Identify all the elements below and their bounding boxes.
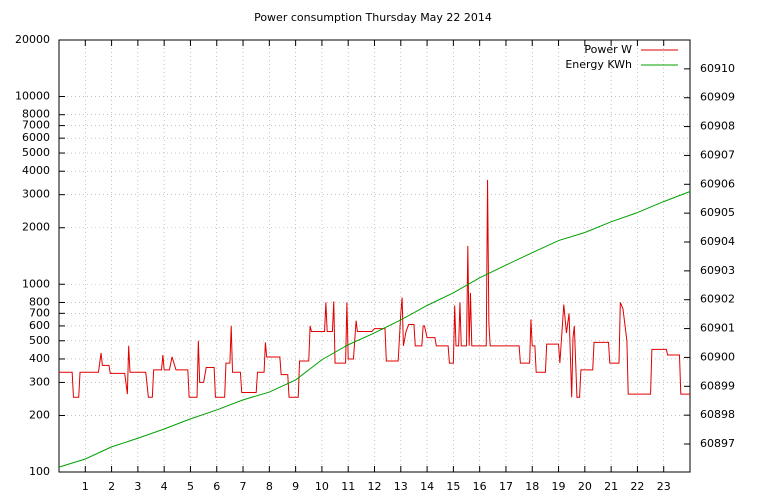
x-tick-label: 20 xyxy=(578,480,592,493)
y-tick-label: 2000 xyxy=(22,221,50,234)
y-tick-label: 3000 xyxy=(22,188,50,201)
x-tick-label: 2 xyxy=(108,480,115,493)
x-tick-label: 19 xyxy=(552,480,566,493)
x-tick-label: 21 xyxy=(604,480,618,493)
grid xyxy=(59,39,690,473)
y2-tick-label: 60897 xyxy=(700,437,735,450)
y2-tick-label: 60906 xyxy=(700,177,735,190)
y2-tick-label: 60905 xyxy=(700,206,735,219)
legend-label: Energy KWh xyxy=(565,58,632,71)
x-tick-label: 3 xyxy=(134,480,141,493)
x-tick-label: 22 xyxy=(630,480,644,493)
y2-tick-label: 60901 xyxy=(700,322,735,335)
x-tick-label: 12 xyxy=(368,480,382,493)
legend-label: Power W xyxy=(584,43,632,56)
y2-tick-label: 60908 xyxy=(700,120,735,133)
y-tick-label: 8000 xyxy=(22,108,50,121)
y2-tick-label: 60898 xyxy=(700,408,735,421)
y-tick-label: 100 xyxy=(29,465,50,478)
y-tick-label: 200 xyxy=(29,408,50,421)
y-tick-label: 300 xyxy=(29,375,50,388)
y2-tick-label: 60909 xyxy=(700,91,735,104)
x-tick-label: 17 xyxy=(499,480,513,493)
y-tick-label: 500 xyxy=(29,334,50,347)
y2-tick-label: 60899 xyxy=(700,379,735,392)
y2-tick-label: 60903 xyxy=(700,264,735,277)
y2-tick-label: 60904 xyxy=(700,235,735,248)
x-tick-label: 8 xyxy=(266,480,273,493)
y-tick-label: 4000 xyxy=(22,164,50,177)
x-tick-label: 14 xyxy=(420,480,434,493)
y2-tick-label: 60907 xyxy=(700,148,735,161)
x-tick-label: 15 xyxy=(446,480,460,493)
x-tick-label: 11 xyxy=(341,480,355,493)
y2-tick-label: 60900 xyxy=(700,350,735,363)
y-tick-label: 7000 xyxy=(22,119,50,132)
x-tick-label: 18 xyxy=(525,480,539,493)
chart-title: Power consumption Thursday May 22 2014 xyxy=(254,11,492,24)
series-line xyxy=(59,179,690,398)
y-tick-label: 6000 xyxy=(22,131,50,144)
x-tick-label: 4 xyxy=(161,480,168,493)
x-tick-label: 6 xyxy=(213,480,220,493)
y2-tick-label: 60902 xyxy=(700,293,735,306)
y-tick-label: 400 xyxy=(29,352,50,365)
x-tick-label: 7 xyxy=(240,480,247,493)
y-tick-label: 10000 xyxy=(15,90,50,103)
y-tick-label: 5000 xyxy=(22,146,50,159)
series-line xyxy=(58,191,691,468)
y-tick-label: 700 xyxy=(29,306,50,319)
y-tick-label: 800 xyxy=(29,295,50,308)
x-tick-label: 10 xyxy=(315,480,329,493)
x-tick-label: 16 xyxy=(473,480,487,493)
x-tick-label: 5 xyxy=(187,480,194,493)
x-tick-label: 1 xyxy=(82,480,89,493)
x-tick-label: 13 xyxy=(394,480,408,493)
y-tick-label: 600 xyxy=(29,319,50,332)
y2-tick-label: 60910 xyxy=(700,62,735,75)
y-tick-label: 20000 xyxy=(15,33,50,46)
x-tick-label: 9 xyxy=(292,480,299,493)
x-tick-label: 23 xyxy=(657,480,671,493)
y-tick-label: 1000 xyxy=(22,277,50,290)
